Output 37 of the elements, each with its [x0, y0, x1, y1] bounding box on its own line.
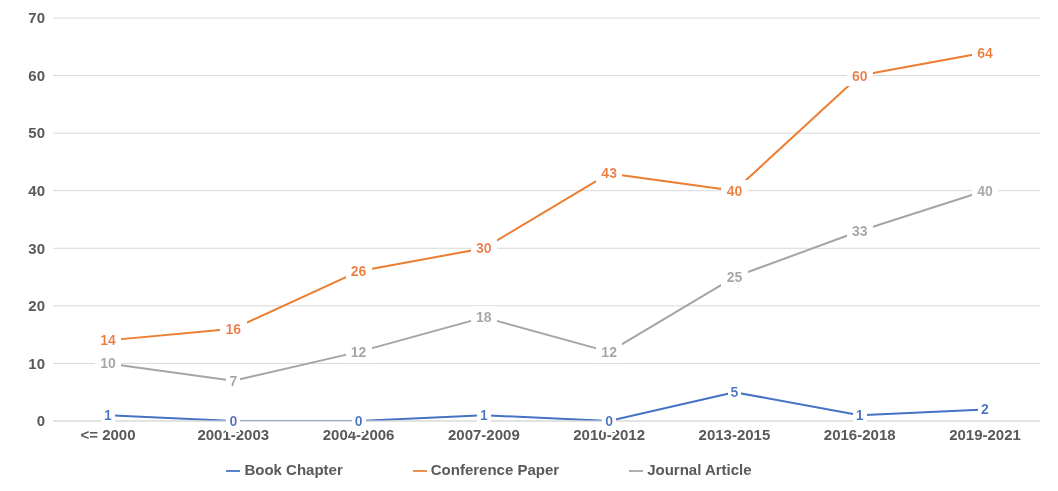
- data-label: 7: [229, 372, 238, 389]
- y-tick-label: 70: [28, 9, 45, 27]
- x-tick-label: 2016-2018: [823, 425, 896, 443]
- y-tick-label: 40: [28, 182, 45, 200]
- y-tick-label: 20: [28, 297, 45, 315]
- legend-label: Book Chapter: [244, 460, 343, 478]
- data-label: 1: [855, 407, 864, 424]
- y-tick-label: 60: [28, 66, 45, 84]
- data-label: 33: [851, 223, 868, 239]
- data-label: 40: [726, 182, 743, 199]
- y-tick-label: 10: [28, 354, 45, 372]
- data-label: 43: [601, 165, 618, 182]
- legend-label: Journal Article: [647, 460, 752, 478]
- data-label: 12: [601, 343, 618, 360]
- data-label: 64: [977, 44, 993, 61]
- legend-label: Conference Paper: [430, 460, 560, 478]
- data-label: 14: [100, 332, 116, 349]
- data-label: 30: [476, 240, 492, 257]
- y-tick-label: 30: [28, 239, 45, 257]
- data-label: 40: [977, 182, 993, 199]
- data-label: 1: [104, 407, 113, 424]
- data-label: 12: [350, 343, 367, 360]
- data-label: 16: [225, 320, 242, 337]
- data-label: 26: [350, 263, 367, 280]
- data-label: 18: [476, 309, 492, 326]
- data-label: 60: [851, 67, 868, 84]
- data-label: 10: [100, 355, 116, 372]
- data-label: 1: [479, 407, 488, 424]
- y-tick-label: 0: [36, 412, 45, 430]
- data-label: 5: [730, 384, 739, 401]
- y-tick-label: 50: [28, 124, 45, 142]
- data-label: 25: [726, 269, 743, 286]
- x-tick-label: 2007-2009: [447, 425, 520, 443]
- data-label: 2: [981, 401, 990, 418]
- x-tick-label: 2013-2015: [698, 425, 771, 443]
- x-tick-label: <= 2000: [80, 425, 136, 443]
- x-tick-label: 2019-2021: [949, 425, 1021, 443]
